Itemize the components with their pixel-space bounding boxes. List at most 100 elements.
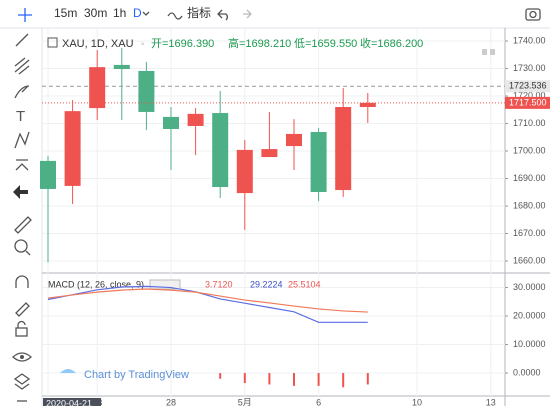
candle-body: [335, 107, 352, 191]
macd-histogram-bar: [317, 373, 320, 386]
candle-body: [261, 149, 278, 158]
pane-button[interactable]: [482, 49, 487, 55]
y-tick-label: 1740.00: [513, 35, 546, 45]
candle-body: [310, 132, 327, 192]
legend-high: 高=1698.210: [228, 36, 291, 50]
y-tick-label: 1660.00: [513, 255, 546, 265]
interval-30m[interactable]: 30m: [84, 6, 107, 20]
macd-histogram-bar: [342, 373, 345, 388]
legend-dot: ◦: [141, 38, 144, 48]
y-tick-label: 10.0000: [513, 339, 546, 349]
prediction-tool[interactable]: [15, 159, 29, 171]
last-price-label: 1717.500: [509, 97, 547, 107]
candle-body: [89, 67, 106, 109]
legend-close: 收=1686.200: [360, 36, 423, 50]
lock-drawing-tool[interactable]: [15, 302, 30, 317]
zoom-tool[interactable]: [14, 239, 28, 253]
left-toolbar: T: [12, 28, 43, 406]
macd-line: [47, 285, 368, 323]
lock-tool[interactable]: [15, 327, 28, 337]
layers-tool[interactable]: [13, 373, 31, 390]
signal-value: 25.5104: [288, 279, 321, 289]
undo-icon[interactable]: [217, 9, 228, 21]
crosshair-icon[interactable]: [18, 8, 32, 22]
ruler-tool[interactable]: [14, 216, 32, 234]
y-tick-label: 30.0000: [513, 282, 546, 292]
y-tick-label: 1670.00: [513, 228, 546, 238]
y-tick-label: 1730.00: [513, 63, 546, 73]
camera-icon[interactable]: [525, 8, 541, 21]
watermark: Chart by TradingView: [60, 369, 189, 381]
x-tick-label: 13: [486, 397, 496, 406]
main-legend: XAU, 1D, XAU ◦ 开=1696.390 高=1698.210 低=1…: [47, 36, 495, 55]
collapse-icon[interactable]: [47, 37, 58, 48]
crosshair-price-box: [505, 80, 550, 93]
text-tool[interactable]: T: [16, 108, 25, 125]
macd-line: [47, 288, 368, 313]
macd-histogram-bar: [268, 373, 271, 385]
candle-body: [236, 149, 253, 194]
candle-body: [359, 102, 376, 107]
candle-body: [113, 64, 130, 70]
eye-pupil: [20, 355, 24, 359]
lock-shackle: [17, 320, 26, 328]
crosshair-price-label: 1723.536: [509, 81, 547, 91]
candle-body: [40, 160, 56, 189]
candle-body: [212, 113, 229, 188]
macd-histogram-bar: [219, 373, 222, 379]
legend-open: 开=1696.390: [151, 38, 214, 50]
interval-15m[interactable]: 15m: [54, 6, 77, 20]
legend-low: 低=1659.550: [294, 37, 357, 50]
last-price-box: [505, 96, 550, 109]
x-tick-label: 6: [316, 397, 321, 406]
macd-histogram-bar: [243, 373, 246, 384]
trend-line-tool[interactable]: [15, 33, 29, 47]
interval-d[interactable]: D: [133, 6, 142, 20]
pane-button[interactable]: [490, 49, 495, 55]
macd-histogram-bar: [293, 373, 295, 386]
dropdown-icon[interactable]: [142, 11, 150, 16]
y-tick-label: 1710.00: [513, 118, 546, 128]
candle-body: [64, 111, 81, 186]
x-tick-label: 10: [412, 397, 422, 406]
candle-body: [138, 70, 155, 112]
x-tick-label: 2020-04-21: [46, 398, 92, 406]
brush-tool[interactable]: [14, 85, 30, 99]
watermark-logo: [60, 369, 76, 373]
time-label-box: [43, 398, 101, 406]
indicators-button[interactable]: 指标: [187, 5, 211, 20]
y-tick-label: 1690.00: [513, 173, 546, 183]
chart-type-icon[interactable]: [167, 12, 183, 20]
y-tick-label: 0.0000: [513, 367, 541, 377]
back-icon[interactable]: [13, 185, 28, 199]
candle-body: [163, 116, 179, 129]
magnet-tool[interactable]: [15, 275, 29, 288]
visibility-tool[interactable]: [12, 352, 32, 362]
watermark-text: Chart by TradingView: [84, 369, 189, 381]
macd-value: 29.2224: [250, 279, 283, 289]
top-toolbar: 15m 30m 1h D 指标: [0, 5, 550, 29]
candle-body: [187, 113, 204, 126]
symbol-title: XAU, 1D, XAU: [62, 38, 134, 50]
fib-tool[interactable]: [14, 57, 30, 75]
x-tick-label: 28: [166, 397, 176, 406]
y-tick-label: 1720.00: [513, 90, 546, 100]
redo-icon[interactable]: [243, 9, 252, 19]
macd-histogram-bar: [366, 373, 369, 385]
y-tick-label: 20.0000: [513, 310, 546, 320]
macd-legend: MACD (12, 26, close, 9) 3.7120 29.2224 2…: [48, 279, 321, 290]
zoom-handle: [25, 250, 31, 256]
interval-1h[interactable]: 1h: [113, 6, 126, 20]
y-tick-label: 1700.00: [513, 145, 546, 155]
macd-title: MACD (12, 26, close, 9): [48, 279, 144, 289]
pattern-tool[interactable]: [14, 131, 30, 149]
x-tick-label: 23: [92, 397, 102, 406]
x-tick-label: 5月: [238, 397, 252, 406]
macd-buttons[interactable]: [149, 279, 181, 290]
candle-body: [286, 133, 302, 147]
camera-lens: [529, 10, 537, 19]
macd-hist-value: 3.7120: [205, 279, 233, 289]
y-tick-label: 1680.00: [513, 200, 546, 210]
